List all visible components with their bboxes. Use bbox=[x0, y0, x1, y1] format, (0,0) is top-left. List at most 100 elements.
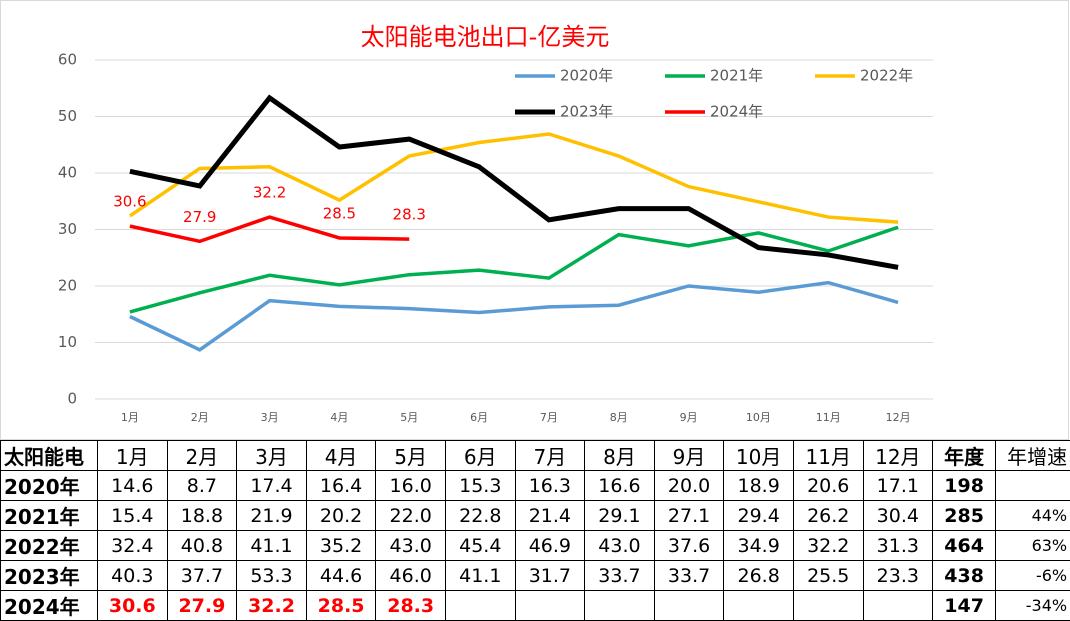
table-cell bbox=[996, 471, 1070, 501]
table-cell bbox=[515, 591, 585, 621]
table-cell: 1月 bbox=[98, 441, 168, 471]
table-cell: 2021年 bbox=[1, 501, 98, 531]
table-cell: 43.0 bbox=[585, 531, 655, 561]
x-tick-label: 4月 bbox=[330, 411, 348, 424]
table-cell: 31.3 bbox=[863, 531, 933, 561]
table-cell: 16.0 bbox=[376, 471, 446, 501]
table-cell: 21.9 bbox=[237, 501, 307, 531]
table-cell: 20.6 bbox=[793, 471, 863, 501]
table-cell: 33.7 bbox=[585, 561, 655, 591]
table-cell: 年增速 bbox=[996, 441, 1070, 471]
table-cell: 22.0 bbox=[376, 501, 446, 531]
table-cell: 29.1 bbox=[585, 501, 655, 531]
table-cell: 7月 bbox=[515, 441, 585, 471]
table-cell: 32.4 bbox=[98, 531, 168, 561]
table-cell: 18.8 bbox=[167, 501, 237, 531]
table-cell: 太阳能电 bbox=[1, 441, 98, 471]
table-cell: 53.3 bbox=[237, 561, 307, 591]
table-cell: 438 bbox=[933, 561, 996, 591]
table-cell: 2022年 bbox=[1, 531, 98, 561]
table-cell: 41.1 bbox=[445, 561, 515, 591]
table-cell: 2020年 bbox=[1, 471, 98, 501]
table-cell: 26.2 bbox=[793, 501, 863, 531]
table-cell: 17.1 bbox=[863, 471, 933, 501]
table-cell: 46.9 bbox=[515, 531, 585, 561]
table-cell: 28.3 bbox=[376, 591, 446, 621]
y-tick-label: 30 bbox=[58, 220, 77, 238]
table-cell: -6% bbox=[996, 561, 1070, 591]
table-cell: 17.4 bbox=[237, 471, 307, 501]
table-cell bbox=[585, 591, 655, 621]
data-label: 32.2 bbox=[253, 184, 286, 202]
legend-label: 2024年 bbox=[710, 103, 763, 121]
y-tick-label: 10 bbox=[58, 333, 77, 351]
data-label: 28.5 bbox=[323, 204, 356, 222]
table-cell: 37.6 bbox=[654, 531, 724, 561]
table-cell bbox=[654, 591, 724, 621]
table-cell bbox=[863, 591, 933, 621]
table-cell bbox=[724, 591, 794, 621]
table-cell: 198 bbox=[933, 471, 996, 501]
table-cell: 11月 bbox=[793, 441, 863, 471]
table-cell: 37.7 bbox=[167, 561, 237, 591]
table-cell: 28.5 bbox=[306, 591, 376, 621]
table-cell bbox=[793, 591, 863, 621]
table-cell: 10月 bbox=[724, 441, 794, 471]
legend-label: 2022年 bbox=[860, 67, 913, 85]
table-cell: 5月 bbox=[376, 441, 446, 471]
y-tick-label: 0 bbox=[67, 390, 77, 408]
table-cell: 23.3 bbox=[863, 561, 933, 591]
table-cell: 18.9 bbox=[724, 471, 794, 501]
x-tick-label: 5月 bbox=[400, 411, 418, 424]
table-cell: 40.3 bbox=[98, 561, 168, 591]
table-cell: 285 bbox=[933, 501, 996, 531]
table-cell: 2024年 bbox=[1, 591, 98, 621]
legend-label: 2020年 bbox=[560, 67, 613, 85]
table-cell: 15.3 bbox=[445, 471, 515, 501]
table-cell: 32.2 bbox=[237, 591, 307, 621]
table-cell: 31.7 bbox=[515, 561, 585, 591]
table-cell: 34.9 bbox=[724, 531, 794, 561]
data-label: 30.6 bbox=[113, 193, 146, 211]
table-cell: 6月 bbox=[445, 441, 515, 471]
table-cell: 46.0 bbox=[376, 561, 446, 591]
table-cell: 3月 bbox=[237, 441, 307, 471]
legend-label: 2023年 bbox=[560, 103, 613, 121]
legend-label: 2021年 bbox=[710, 67, 763, 85]
table-cell: 63% bbox=[996, 531, 1070, 561]
x-tick-label: 12月 bbox=[886, 411, 911, 424]
x-tick-label: 1月 bbox=[121, 411, 139, 424]
table-cell: 22.8 bbox=[445, 501, 515, 531]
table-cell: 20.0 bbox=[654, 471, 724, 501]
table-cell: 21.4 bbox=[515, 501, 585, 531]
table-cell: 8.7 bbox=[167, 471, 237, 501]
x-tick-label: 7月 bbox=[540, 411, 558, 424]
table-cell: 33.7 bbox=[654, 561, 724, 591]
table-cell: 45.4 bbox=[445, 531, 515, 561]
table-cell: 40.8 bbox=[167, 531, 237, 561]
x-tick-label: 6月 bbox=[470, 411, 488, 424]
table-cell: 15.4 bbox=[98, 501, 168, 531]
table-cell: 16.6 bbox=[585, 471, 655, 501]
table-cell: 26.8 bbox=[724, 561, 794, 591]
table-cell: 30.6 bbox=[98, 591, 168, 621]
table-cell: 16.3 bbox=[515, 471, 585, 501]
table-cell: 4月 bbox=[306, 441, 376, 471]
table-cell: 9月 bbox=[654, 441, 724, 471]
table-cell: 32.2 bbox=[793, 531, 863, 561]
table-cell: 35.2 bbox=[306, 531, 376, 561]
x-tick-label: 2月 bbox=[191, 411, 209, 424]
y-tick-label: 60 bbox=[58, 51, 77, 69]
series-line bbox=[130, 227, 898, 312]
x-tick-label: 11月 bbox=[816, 411, 841, 424]
series-line bbox=[130, 283, 898, 350]
table-cell: 2023年 bbox=[1, 561, 98, 591]
y-tick-label: 20 bbox=[58, 277, 77, 295]
